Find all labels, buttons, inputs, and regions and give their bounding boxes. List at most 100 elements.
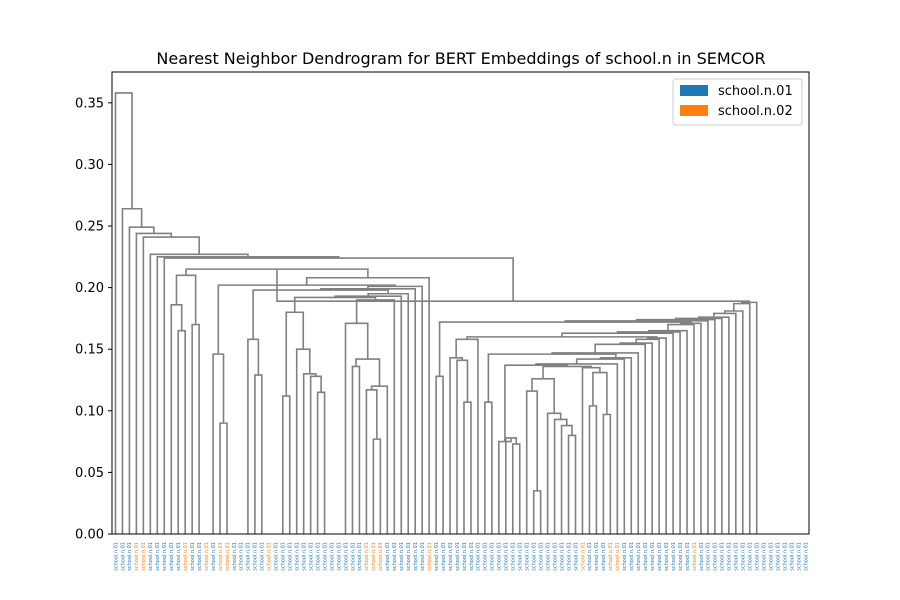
leaf-label: school.n.01 (734, 542, 740, 571)
dendrogram-links (114, 92, 758, 534)
leaf-label: school.n.01 (350, 542, 356, 571)
leaf-label: school.n.01 (545, 542, 551, 571)
leaf-label: school.n.01 (476, 542, 482, 571)
leaf-label: school.n.01 (727, 542, 733, 571)
leaf-label: school.n.01 (162, 542, 168, 571)
leaf-label: school.n.01 (789, 542, 795, 571)
leaf-label: school.n.01 (246, 542, 252, 571)
leaf-label: school.n.01 (267, 542, 273, 571)
leaf-label: school.n.01 (169, 542, 175, 571)
leaf-label: school.n.01 (559, 542, 565, 571)
dendrogram-link (114, 92, 133, 534)
leaf-label: school.n.01 (322, 542, 328, 571)
leaf-label: school.n.01 (782, 542, 788, 571)
leaf-label: school.n.01 (650, 542, 656, 571)
legend: school.n.01 school.n.02 (672, 78, 803, 126)
leaf-label: school.n.01 (483, 542, 489, 571)
leaf-label: school.n.01 (315, 542, 321, 571)
y-tick-label: 0.35 (75, 96, 104, 111)
y-tick-label: 0.00 (75, 528, 104, 543)
leaf-label: school.n.01 (566, 542, 572, 571)
leaf-label: school.n.01 (664, 542, 670, 571)
leaf-label: school.n.01 (301, 542, 307, 571)
leaf-label: school.n.01 (225, 542, 231, 571)
y-tick-label: 0.10 (75, 404, 104, 419)
leaf-label: school.n.01 (239, 542, 245, 571)
leaf-label: school.n.01 (692, 542, 698, 571)
chart-title: Nearest Neighbor Dendrogram for BERT Emb… (156, 49, 765, 68)
leaf-label: school.n.01 (720, 542, 726, 571)
leaf-label: school.n.01 (462, 542, 468, 571)
leaf-label: school.n.01 (176, 542, 182, 571)
leaf-label: school.n.01 (183, 542, 189, 571)
leaf-label: school.n.01 (260, 542, 266, 571)
leaf-label: school.n.01 (288, 542, 294, 571)
leaf-label: school.n.01 (636, 542, 642, 571)
y-tick-label: 0.25 (75, 220, 104, 235)
leaf-label: school.n.01 (601, 542, 607, 571)
leaf-label: school.n.01 (204, 542, 210, 571)
y-tick-label: 0.20 (75, 281, 104, 296)
leaf-label: school.n.01 (699, 542, 705, 571)
leaf-label: school.n.01 (155, 542, 161, 571)
leaf-label: school.n.01 (775, 542, 781, 571)
leaf-label: school.n.01 (538, 542, 544, 571)
leaf-label: school.n.01 (643, 542, 649, 571)
y-tick-label: 0.30 (75, 158, 104, 173)
leaf-label: school.n.01 (127, 542, 133, 571)
leaf-label: school.n.01 (469, 542, 475, 571)
leaf-label: school.n.01 (531, 542, 537, 571)
leaf-label: school.n.01 (594, 542, 600, 571)
leaf-label: school.n.01 (253, 542, 259, 571)
leaf-label: school.n.01 (232, 542, 238, 571)
leaf-label: school.n.01 (190, 542, 196, 571)
leaf-label: school.n.01 (281, 542, 287, 571)
leaf-label: school.n.01 (357, 542, 363, 571)
leaf-label: school.n.01 (343, 542, 349, 571)
leaf-label: school.n.01 (274, 542, 280, 571)
leaf-label: school.n.01 (580, 542, 586, 571)
leaf-label: school.n.01 (490, 542, 496, 571)
legend-label-school-n-01: school.n.01 (718, 84, 793, 99)
leaf-label: school.n.01 (420, 542, 426, 571)
leaf-label: school.n.01 (552, 542, 558, 571)
leaf-label: school.n.01 (525, 542, 531, 571)
leaf-label: school.n.01 (399, 542, 405, 571)
leaf-label: school.n.01 (113, 542, 119, 571)
leaf-label: school.n.01 (796, 542, 802, 571)
leaf-labels: school.n.01 school.n.01 school.n.01 school.… (113, 542, 809, 571)
leaf-label: school.n.01 (385, 542, 391, 571)
leaf-label: school.n.01 (295, 542, 301, 571)
leaf-label: school.n.01 (803, 542, 809, 571)
leaf-label: school.n.01 (211, 542, 217, 571)
leaf-label: school.n.01 (134, 542, 140, 571)
leaf-label: school.n.01 (755, 542, 761, 571)
leaf-label: school.n.01 (573, 542, 579, 571)
leaf-label: school.n.01 (427, 542, 433, 571)
leaf-label: school.n.01 (455, 542, 461, 571)
leaf-label: school.n.01 (706, 542, 712, 571)
leaf-label: school.n.01 (434, 542, 440, 571)
leaf-label: school.n.01 (413, 542, 419, 571)
leaf-label: school.n.01 (671, 542, 677, 571)
leaf-label: school.n.01 (371, 542, 377, 571)
leaf-label: school.n.01 (518, 542, 524, 571)
leaf-label: school.n.01 (120, 542, 126, 571)
leaf-label: school.n.01 (511, 542, 517, 571)
leaf-label: school.n.01 (441, 542, 447, 571)
leaf-label: school.n.01 (587, 542, 593, 571)
leaf-label: school.n.01 (504, 542, 510, 571)
plot-frame (111, 71, 810, 535)
leaf-label: school.n.01 (148, 542, 154, 571)
legend-swatch-school-n-02 (680, 105, 708, 116)
leaf-label: school.n.01 (629, 542, 635, 571)
leaf-label: school.n.01 (748, 542, 754, 571)
y-tick-label: 0.15 (75, 343, 104, 358)
leaf-label: school.n.01 (197, 542, 203, 571)
y-axis: 0.00 0.05 0.10 0.15 0.20 0.25 0.30 0.35 (75, 96, 112, 543)
leaf-label: school.n.01 (378, 542, 384, 571)
leaf-label: school.n.01 (615, 542, 621, 571)
leaf-label: school.n.01 (741, 542, 747, 571)
leaf-label: school.n.01 (336, 542, 342, 571)
